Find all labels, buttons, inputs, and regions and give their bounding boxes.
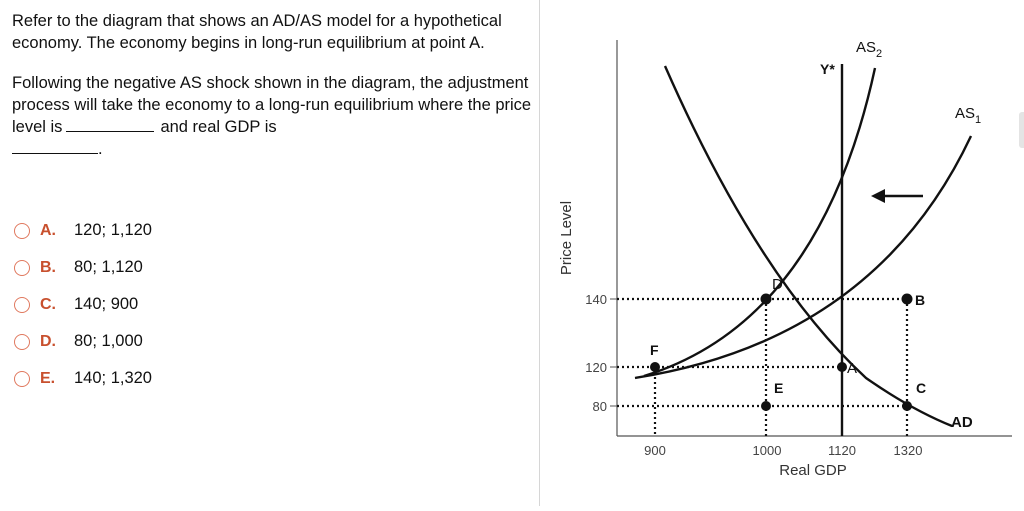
point-c-label: C bbox=[916, 380, 926, 396]
point-c bbox=[902, 401, 912, 411]
question-text: Refer to the diagram that shows an AD/AS… bbox=[12, 10, 532, 178]
adas-diagram: Price Level 140 120 80 900 1000 1120 132… bbox=[540, 0, 1024, 511]
panel-divider bbox=[539, 0, 540, 506]
as2-label: AS2 bbox=[856, 39, 882, 60]
y-axis-label: Price Level bbox=[558, 201, 575, 275]
question-paragraph-2: Following the negative AS shock shown in… bbox=[12, 72, 532, 160]
x-tick-label-1320: 1320 bbox=[894, 443, 923, 458]
shift-arrow-icon bbox=[871, 189, 885, 203]
point-b-label: B bbox=[915, 292, 925, 308]
question-end-period: . bbox=[98, 140, 103, 158]
price-level-blank bbox=[66, 117, 155, 132]
ad-curve bbox=[663, 65, 953, 428]
y-tick-label-120: 120 bbox=[585, 360, 607, 375]
option-c-text: 140; 900 bbox=[74, 295, 139, 313]
point-f-label: F bbox=[650, 342, 659, 358]
y-tick-label-80: 80 bbox=[593, 399, 607, 414]
option-a[interactable]: A. 120; 1,120 bbox=[14, 212, 152, 249]
as2-curve bbox=[643, 67, 877, 378]
point-e bbox=[761, 401, 771, 411]
answer-options: A. 120; 1,120 B. 80; 1,120 C. 140; 900 D… bbox=[14, 212, 152, 397]
option-b-radio[interactable] bbox=[14, 259, 30, 276]
point-a-label: A bbox=[847, 360, 857, 377]
point-b bbox=[901, 293, 913, 305]
option-c-letter: C. bbox=[40, 295, 56, 313]
option-d-radio[interactable] bbox=[14, 333, 30, 350]
option-e-text: 140; 1,320 bbox=[74, 369, 152, 387]
option-e[interactable]: E. 140; 1,320 bbox=[14, 360, 152, 397]
option-a-radio[interactable] bbox=[14, 222, 30, 239]
side-scroll-tab[interactable] bbox=[1019, 112, 1024, 148]
option-c-radio[interactable] bbox=[14, 296, 30, 313]
point-d bbox=[760, 293, 772, 305]
option-e-letter: E. bbox=[40, 369, 56, 387]
option-a-letter: A. bbox=[40, 221, 56, 239]
ad-label: AD bbox=[951, 414, 973, 431]
option-d-letter: D. bbox=[40, 332, 56, 350]
point-f bbox=[650, 362, 660, 372]
question-paragraph-2-part-1: Following the negative AS shock shown in… bbox=[12, 74, 532, 136]
point-e-label: E bbox=[774, 380, 783, 396]
x-tick-label-900: 900 bbox=[644, 443, 666, 458]
y-tick-label-140: 140 bbox=[585, 292, 607, 307]
as1-curve bbox=[634, 135, 973, 380]
point-a bbox=[837, 362, 847, 372]
x-tick-label-1120: 1120 bbox=[828, 443, 856, 458]
option-b-text: 80; 1,120 bbox=[74, 258, 143, 276]
option-b-letter: B. bbox=[40, 258, 56, 276]
option-d-text: 80; 1,000 bbox=[74, 332, 143, 350]
option-a-text: 120; 1,120 bbox=[74, 221, 152, 239]
x-axis-label: Real GDP bbox=[779, 462, 847, 479]
option-c[interactable]: C. 140; 900 bbox=[14, 286, 152, 323]
option-e-radio[interactable] bbox=[14, 370, 30, 387]
real-gdp-blank bbox=[12, 139, 98, 154]
as1-label: AS1 bbox=[955, 105, 981, 126]
point-d-label: D bbox=[772, 276, 783, 293]
ystar-label: Y* bbox=[820, 61, 835, 77]
adas-diagram-svg: Price Level 140 120 80 900 1000 1120 132… bbox=[558, 39, 1012, 479]
option-d[interactable]: D. 80; 1,000 bbox=[14, 323, 152, 360]
option-b[interactable]: B. 80; 1,120 bbox=[14, 249, 152, 286]
question-paragraph-2-part-2: and real GDP is bbox=[160, 118, 277, 136]
question-paragraph-1: Refer to the diagram that shows an AD/AS… bbox=[12, 12, 502, 52]
x-tick-label-1000: 1000 bbox=[753, 443, 782, 458]
